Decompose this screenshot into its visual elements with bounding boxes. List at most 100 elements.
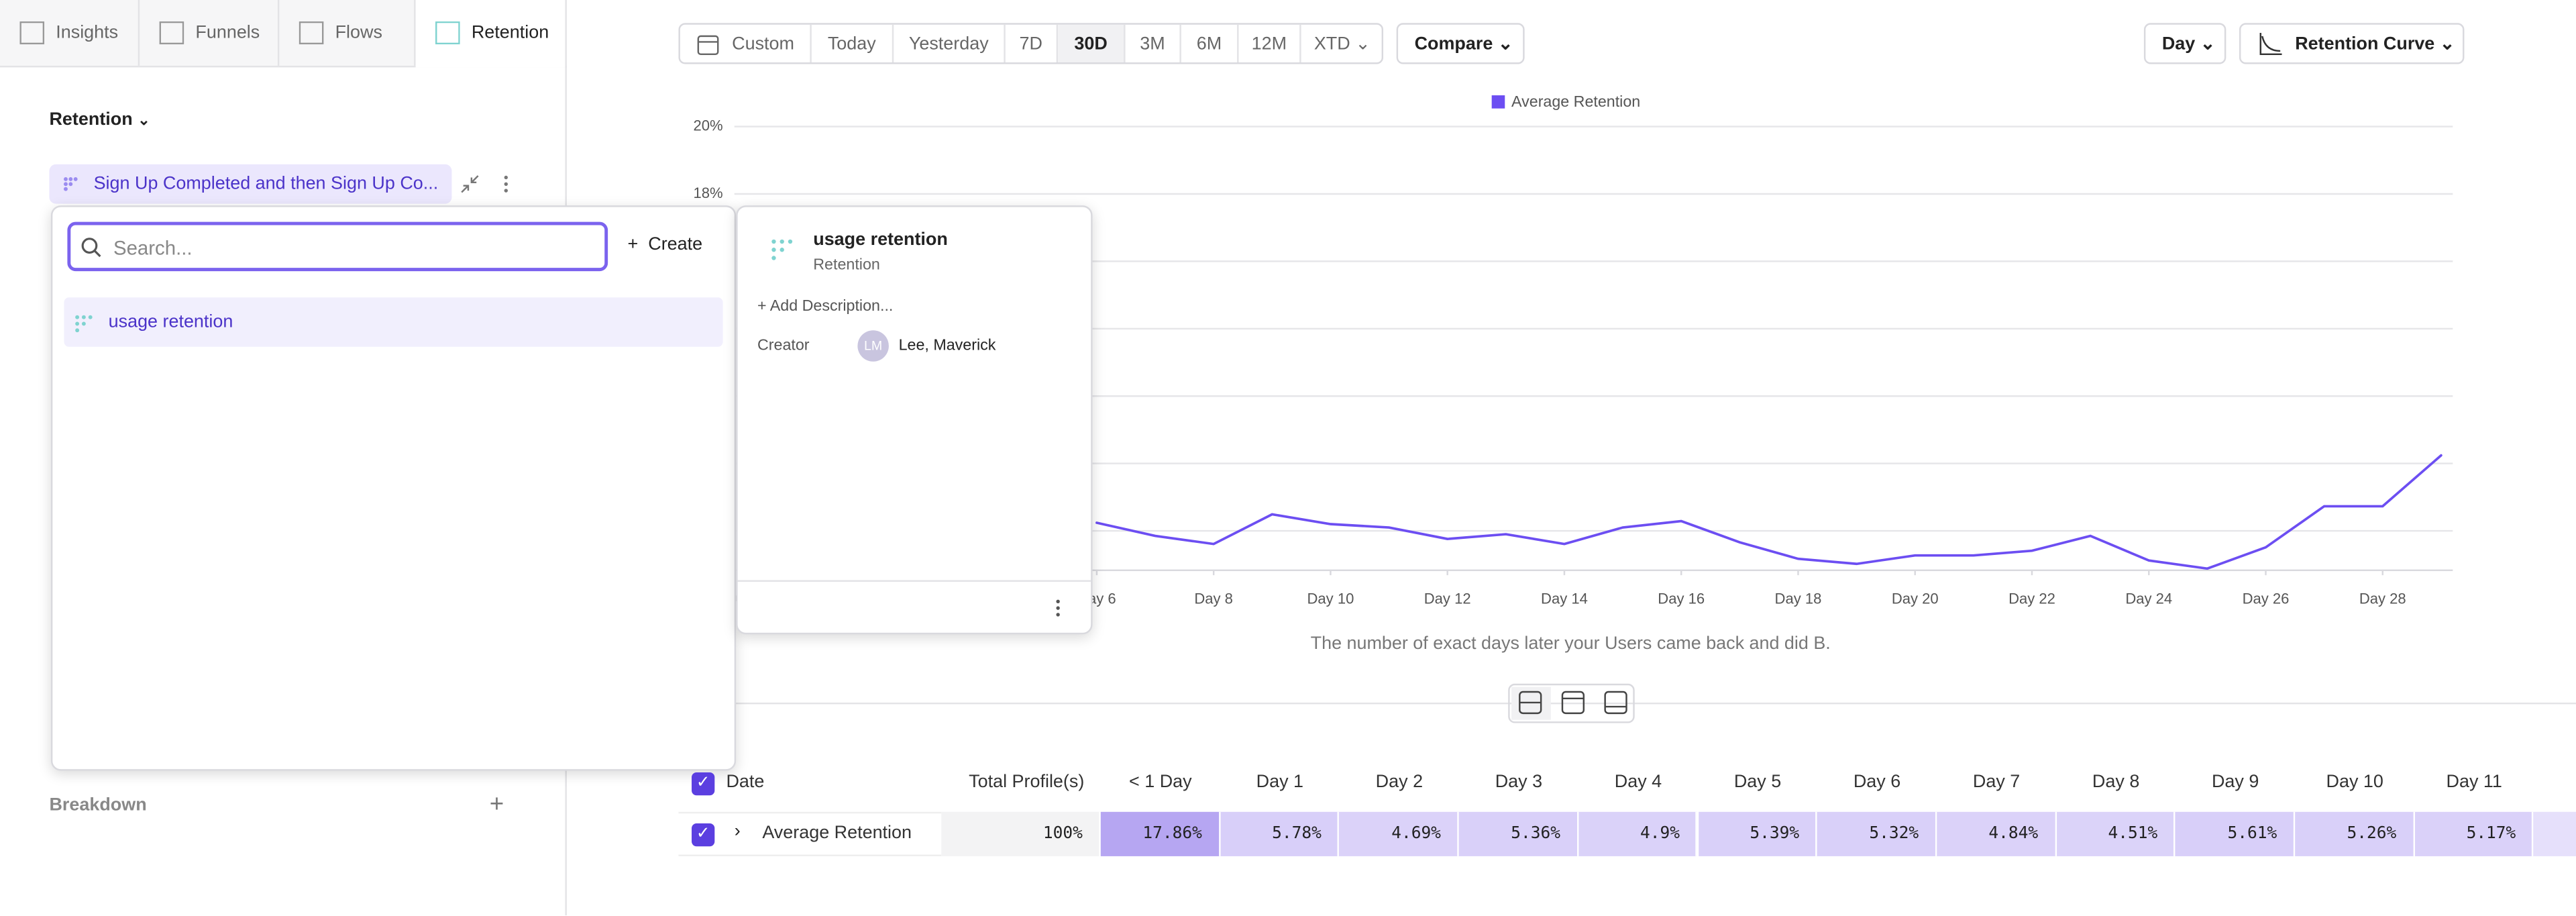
tab-icon xyxy=(159,21,184,45)
x-tick-label: Day 22 xyxy=(2008,591,2055,607)
chip-actions[interactable] xyxy=(460,174,519,194)
chart-type-button[interactable]: Retention Curve ⌄ xyxy=(2239,23,2465,64)
table-cell-overflow xyxy=(2534,811,2576,856)
tab[interactable]: Flows xyxy=(279,0,416,66)
compare-label: Compare xyxy=(1414,34,1493,54)
date-range[interactable]: Custom xyxy=(680,24,812,63)
popover-subtitle: Retention xyxy=(813,256,880,274)
section-title[interactable]: Retention ⌄ xyxy=(49,110,150,130)
chart-type-label: Retention Curve xyxy=(2295,34,2435,54)
retention-icon xyxy=(64,177,78,191)
row-label: Average Retention xyxy=(762,823,912,844)
creator-name: Lee, Maverick xyxy=(898,337,996,355)
tab-label: Insights xyxy=(56,23,119,43)
calendar-icon xyxy=(697,35,719,56)
column-header: Day 2 xyxy=(1375,772,1424,793)
search-input[interactable]: Search... xyxy=(67,221,608,272)
date-range[interactable]: Today xyxy=(812,24,894,63)
tab[interactable]: Retention xyxy=(415,0,567,68)
table-cell: 5.78% xyxy=(1220,811,1340,856)
table-cell: 5.39% xyxy=(1698,811,1818,856)
checkbox[interactable]: ✓ xyxy=(692,772,715,796)
y-tick-label: 20% xyxy=(693,117,722,134)
line xyxy=(1095,454,2443,570)
add-breakdown[interactable]: + xyxy=(489,790,504,819)
column-header: Day 4 xyxy=(1614,772,1662,793)
table-cell: 5.36% xyxy=(1458,811,1578,856)
table-cell: 4.69% xyxy=(1339,811,1459,856)
granularity-label: Day xyxy=(2161,34,2196,54)
creator-label: Creator xyxy=(757,337,810,355)
table-cell: 4.51% xyxy=(2056,811,2176,856)
tab-bar: Insights Funnels Flows Retention xyxy=(0,0,567,68)
create-label: Create xyxy=(648,235,703,255)
x-tick-label: Day 16 xyxy=(1658,591,1705,607)
x-tick-label: Day 18 xyxy=(1775,591,1822,607)
date-range[interactable]: XTD ⌄ xyxy=(1301,25,1382,62)
x-tick-label: Day 10 xyxy=(1307,591,1354,607)
column-header: Day 7 xyxy=(1972,772,2021,793)
date-range[interactable]: 12M xyxy=(1239,24,1301,63)
x-tick-label: Day 12 xyxy=(1424,591,1471,607)
x-axis-label: The number of exact days later your User… xyxy=(1311,633,1831,653)
column-header: Day 3 xyxy=(1495,772,1543,793)
date-range-group: Custom Today Yesterday 7D 30D 3M 6M 12M XTD ⌄ xyxy=(678,23,1384,64)
dropdown: Search... + Create usage retention xyxy=(50,205,737,771)
x-tick-label: Day 28 xyxy=(2359,591,2406,607)
popover: usage retention Retention + Add Descript… xyxy=(736,205,1093,635)
column-header: Day 5 xyxy=(1733,772,1782,793)
column-header: Day 11 xyxy=(2446,772,2502,793)
table-cell: 4.9% xyxy=(1578,811,1698,856)
section-label: Retention xyxy=(49,110,133,130)
granularity-button[interactable]: Day ⌄ xyxy=(2143,23,2226,64)
search-placeholder: Search... xyxy=(113,236,193,260)
compare-button[interactable]: Compare ⌄ xyxy=(1396,23,1525,64)
retention-icon xyxy=(75,315,93,333)
add-description[interactable]: + Add Description... xyxy=(757,297,894,316)
column-header: Day 10 xyxy=(2326,772,2383,793)
table-cell: 17.86% xyxy=(1100,811,1220,856)
date-range[interactable]: 30D xyxy=(1058,24,1126,63)
table-cell: 5.32% xyxy=(1817,811,1937,856)
search-icon xyxy=(81,238,101,258)
table-cell: 5.17% xyxy=(2414,811,2534,856)
list-item[interactable]: usage retention xyxy=(64,297,723,347)
checkbox[interactable]: ✓ xyxy=(692,823,715,847)
create-button[interactable]: + Create xyxy=(627,235,703,255)
retention-icon xyxy=(771,239,793,260)
table-cell: 5.61% xyxy=(2176,811,2296,856)
table-cell: 5.26% xyxy=(2295,811,2415,856)
tab-label: Flows xyxy=(335,23,382,43)
divider xyxy=(737,580,1091,582)
column-header: Total Profile(s) xyxy=(969,772,1085,793)
column-header: < 1 Day xyxy=(1129,772,1192,793)
date-range[interactable]: Yesterday xyxy=(894,24,1006,63)
tab[interactable]: Insights xyxy=(0,0,140,66)
date-range[interactable]: 7D xyxy=(1006,24,1059,63)
tab-label: Funnels xyxy=(195,23,260,43)
layout-icons xyxy=(1511,686,1627,720)
breakdown-label: Breakdown xyxy=(49,795,147,815)
legend-label: Average Retention xyxy=(1511,93,1640,110)
event-chip[interactable]: Sign Up Completed and then Sign Up Co... xyxy=(49,164,452,204)
x-tick-label: Day 24 xyxy=(2125,591,2172,607)
legend-swatch xyxy=(1491,95,1505,109)
layout-toggle[interactable] xyxy=(1508,683,1635,723)
x-tick-label: Day 14 xyxy=(1541,591,1588,607)
tab-icon xyxy=(435,21,460,45)
curve-icon xyxy=(2259,32,2282,56)
column-header: Day 1 xyxy=(1256,772,1304,793)
item-label: usage retention xyxy=(108,312,233,332)
expand-icon[interactable]: › xyxy=(734,821,741,842)
date-range[interactable]: 6M xyxy=(1181,24,1239,63)
tab-icon xyxy=(19,21,45,45)
table-cell: 4.84% xyxy=(1937,811,2057,856)
date-range[interactable]: 3M xyxy=(1126,24,1181,63)
x-tick-label: Day 20 xyxy=(1892,591,1939,607)
column-header: Day 9 xyxy=(2211,772,2259,793)
more-menu[interactable] xyxy=(1055,598,1061,617)
column-header: Date xyxy=(726,772,765,793)
x-tick-label: Day 26 xyxy=(2243,591,2290,607)
tab[interactable]: Funnels xyxy=(140,0,280,66)
